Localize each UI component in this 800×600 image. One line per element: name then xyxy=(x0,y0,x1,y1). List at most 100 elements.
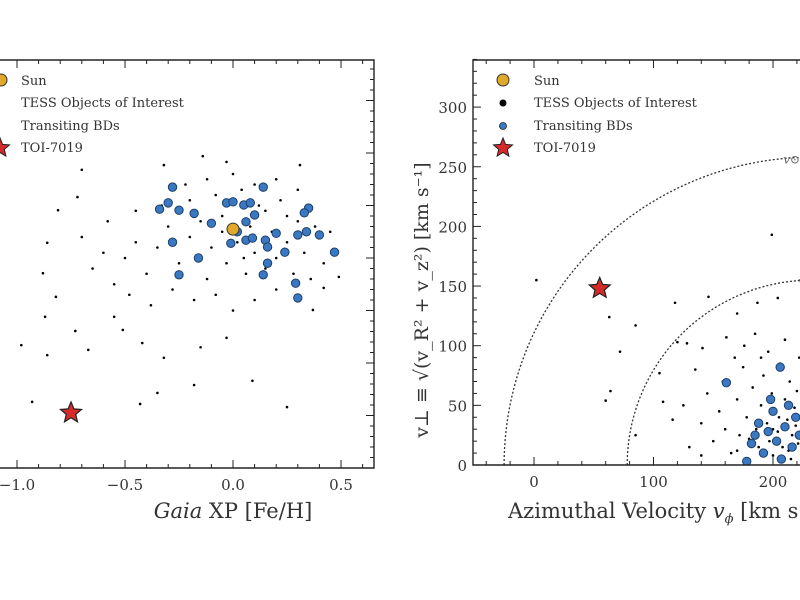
transiting-bd-point xyxy=(247,233,258,243)
transiting-bd-point xyxy=(293,230,303,240)
right-y-axis-label-group: v⊥ ≡ √(v_R² + v_z²) [km s⁻¹] xyxy=(411,162,433,438)
x-tick-label: 0.0 xyxy=(221,476,245,494)
x-tick-label: −0.5 xyxy=(107,476,143,494)
legend-toi-marker xyxy=(499,99,507,107)
left-x-tick-labels: −1.0 −0.5 0.0 0.5 xyxy=(0,476,353,494)
toi-point xyxy=(788,380,792,383)
transiting-bd-point xyxy=(771,436,782,446)
toi-point xyxy=(156,391,159,395)
toi-point xyxy=(292,272,295,276)
toi-point xyxy=(322,261,326,265)
toi-point xyxy=(685,342,689,345)
transiting-bd-point xyxy=(780,422,790,432)
toi-point xyxy=(199,219,202,223)
toi-point xyxy=(765,421,769,425)
y-tick-label: 100 xyxy=(438,338,467,356)
transiting-bd-point xyxy=(167,182,178,192)
toi-point xyxy=(735,449,739,452)
toi-point xyxy=(776,296,780,300)
toi-point xyxy=(770,392,774,395)
toi-point xyxy=(76,195,79,199)
toi-point xyxy=(754,427,758,431)
toi-point xyxy=(717,410,721,413)
y-tick-label: 50 xyxy=(448,397,467,415)
toi-point xyxy=(106,219,110,223)
toi-point xyxy=(797,356,800,359)
toi-point xyxy=(795,389,799,393)
toi-point xyxy=(311,308,315,312)
toi-point xyxy=(244,272,248,276)
right-x-axis-label: Azimuthal Velocity vϕ [km s−1] xyxy=(507,499,800,527)
legend-sun-label: Sun xyxy=(534,74,560,89)
toi-point xyxy=(257,204,261,207)
toi-point xyxy=(41,271,45,275)
toi-point xyxy=(658,371,661,375)
toi-7019-point xyxy=(58,400,84,424)
toi-point xyxy=(738,433,741,437)
y-tick-label: 300 xyxy=(438,99,467,117)
legend-bd-label: Transiting BDs xyxy=(21,119,120,134)
toi-point xyxy=(145,272,148,276)
toi-point xyxy=(786,418,789,421)
toi-point xyxy=(123,256,127,260)
legend-toi-label: TESS Objects of Interest xyxy=(21,96,185,111)
toi-point xyxy=(264,209,267,213)
legend-bd-label: Transiting BDs xyxy=(534,119,633,134)
toi-point xyxy=(205,277,209,281)
reference-arc-label: v⊙ = xyxy=(798,274,800,288)
transiting-bd-point xyxy=(768,406,778,417)
toi-point xyxy=(231,172,235,176)
left-legend: Sun TESS Objects of Interest Transiting … xyxy=(0,73,185,158)
toi-point xyxy=(285,405,289,409)
transiting-bd-point xyxy=(721,377,732,388)
toi-point xyxy=(302,251,306,255)
legend-toi7019-label: TOI-7019 xyxy=(21,141,83,156)
toi-point xyxy=(337,275,341,279)
toi-point xyxy=(74,329,77,333)
toi-point xyxy=(694,368,697,371)
toi-point xyxy=(768,439,771,443)
x-tick-label: −1.0 xyxy=(0,476,35,494)
right-tick-labels: 0 100 200 0 50 100 150 200 250 300 xyxy=(438,99,787,491)
transiting-bd-point xyxy=(262,258,273,268)
x-tick-label: 200 xyxy=(759,473,788,491)
transiting-bd-point xyxy=(776,454,787,464)
toi-point xyxy=(214,193,218,197)
transiting-bd-point xyxy=(753,418,764,428)
toi-point xyxy=(91,267,94,270)
transiting-bd-point xyxy=(329,247,340,257)
transiting-bd-point xyxy=(226,238,236,249)
toi-point xyxy=(205,177,209,181)
toi-point xyxy=(313,225,317,228)
transiting-bd-point xyxy=(783,400,794,411)
toi-point xyxy=(162,356,166,360)
transiting-bd-point xyxy=(775,362,785,372)
toi-point xyxy=(723,427,727,431)
transiting-bd-point xyxy=(241,217,251,227)
transiting-bd-point xyxy=(758,448,769,458)
transiting-bd-point xyxy=(245,198,255,208)
toi-point xyxy=(220,230,224,234)
legend-star-marker xyxy=(0,136,11,158)
toi-point xyxy=(634,324,637,327)
toi-point xyxy=(45,241,49,245)
toi-point xyxy=(735,312,739,315)
toi-point xyxy=(240,188,243,192)
toi-point xyxy=(743,344,746,348)
toi-7019-point xyxy=(587,275,612,299)
toi-point xyxy=(322,286,326,290)
toi-point xyxy=(285,214,289,218)
toi-point xyxy=(757,445,760,449)
transiting-bd-point xyxy=(746,438,757,449)
toi-point xyxy=(86,348,90,352)
toi-point xyxy=(184,183,187,186)
toi-point xyxy=(80,235,84,239)
right-axes-frame xyxy=(472,59,800,466)
toi-point xyxy=(225,160,228,164)
transiting-bd-point xyxy=(794,430,800,440)
transiting-bd-point xyxy=(193,253,204,263)
toi-point xyxy=(789,457,793,461)
toi-point xyxy=(162,163,166,167)
transiting-bd-point xyxy=(763,426,773,437)
toi-point xyxy=(253,183,256,186)
